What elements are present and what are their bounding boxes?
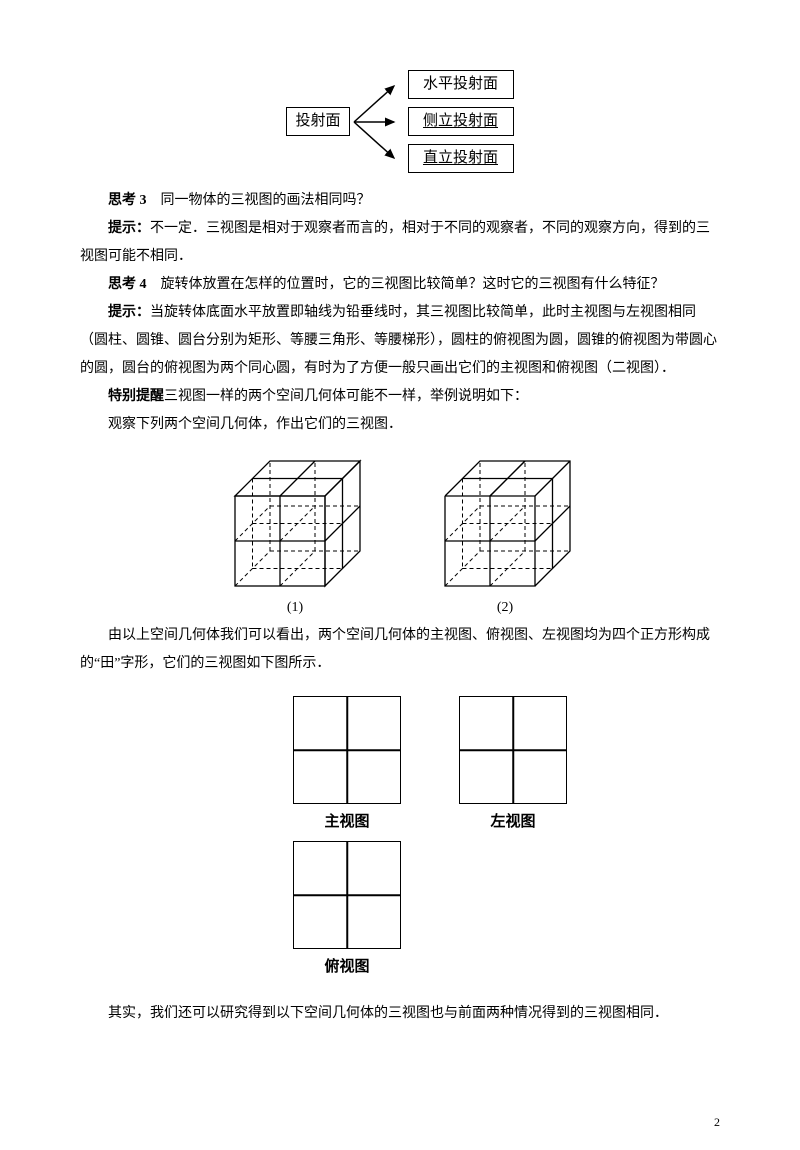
top-view-label: 俯视图: [293, 955, 401, 976]
proj-root-box: 投射面: [286, 107, 349, 136]
three-views: 主视图 左视图 俯视图: [80, 688, 720, 986]
think3-a: 提示：不一定．三视图是相对于观察者而言的，相对于不同的观察者，不同的观察方向，得…: [80, 215, 720, 271]
page-number: 2: [714, 1115, 720, 1130]
left-view-label: 左视图: [459, 810, 567, 831]
conclusion-1: 由以上空间几何体我们可以看出，两个空间几何体的主视图、俯视图、左视图均为四个正方…: [80, 622, 720, 678]
observe-text: 观察下列两个空间几何体，作出它们的三视图．: [80, 411, 720, 439]
conclusion-2: 其实，我们还可以研究得到以下空间几何体的三视图也与前面两种情况得到的三视图相同．: [80, 1000, 720, 1028]
main-view-label: 主视图: [293, 810, 401, 831]
cube-2: (2): [430, 451, 580, 616]
page: 投射面 水平投射面 侧立投射面 直立投射面 思考 3 同一物体的三视图的画法相同…: [0, 0, 800, 1150]
proj-child-1: 水平投射面: [408, 70, 514, 99]
diagram-arrows: [350, 72, 400, 172]
top-view: 俯视图: [293, 841, 401, 976]
think3-q: 思考 3 同一物体的三视图的画法相同吗？: [80, 187, 720, 215]
proj-child-2: 侧立投射面: [408, 107, 514, 136]
think4-a: 提示：当旋转体底面水平放置即轴线为铅垂线时，其三视图比较简单，此时主视图与左视图…: [80, 299, 720, 383]
main-view: 主视图: [293, 696, 401, 831]
projection-diagram: 投射面 水平投射面 侧立投射面 直立投射面: [80, 70, 720, 173]
left-view: 左视图: [459, 696, 567, 831]
cube1-label: (1): [220, 600, 370, 616]
cube-figures: (1): [80, 451, 720, 616]
cube2-label: (2): [430, 600, 580, 616]
cube-1: (1): [220, 451, 370, 616]
proj-child-3: 直立投射面: [408, 144, 514, 173]
special-note: 特别提醒三视图一样的两个空间几何体可能不一样，举例说明如下：: [80, 383, 720, 411]
think4-q: 思考 4 旋转体放置在怎样的位置时，它的三视图比较简单？这时它的三视图有什么特征…: [80, 271, 720, 299]
